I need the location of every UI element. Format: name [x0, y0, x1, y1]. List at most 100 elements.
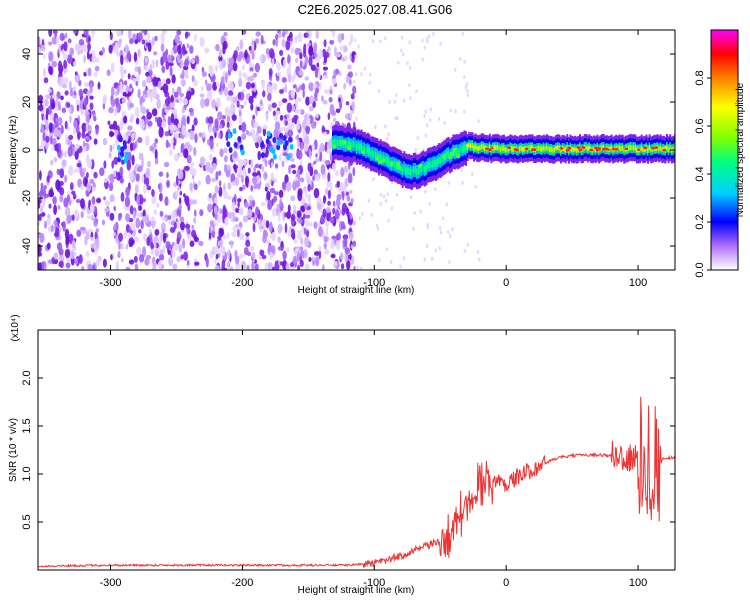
heatmap-cell [648, 145, 651, 151]
heatmap-cell [89, 95, 94, 100]
heatmap-cell [327, 172, 331, 182]
heatmap-cell [397, 60, 400, 65]
heatmap-cell [292, 169, 297, 175]
heatmap-cell [334, 52, 340, 57]
heatmap-cell [125, 84, 129, 94]
heatmap-cell [266, 190, 271, 201]
heatmap-cell [95, 57, 100, 63]
heatmap-cell [113, 223, 117, 231]
heatmap-cell [298, 218, 303, 224]
heatmap-cell [186, 228, 191, 235]
heatmap-cell [238, 115, 243, 125]
heatmap-cell [284, 212, 287, 218]
heatmap-cell [61, 107, 67, 114]
heatmap-cell [167, 54, 172, 62]
heatmap-cell [421, 57, 424, 62]
heatmap-cell [529, 145, 532, 151]
heatmap-cell [228, 147, 233, 153]
heatmap-cell [38, 36, 41, 46]
heatmap-cell [226, 122, 230, 128]
heatmap-cell [305, 172, 309, 181]
heatmap-cell [215, 97, 221, 109]
heatmap-cell [341, 191, 345, 201]
heatmap-cell [255, 206, 260, 216]
heatmap-cell [65, 236, 70, 246]
heatmap-cell [193, 183, 198, 191]
snr-x-tick-label: -300 [100, 577, 122, 589]
heatmap-cell [314, 251, 320, 256]
heatmap-cell [597, 147, 602, 150]
heatmap-cell [384, 198, 388, 203]
heatmap-cell [227, 260, 230, 270]
heatmap-cell [124, 114, 127, 124]
heatmap-cell [411, 169, 414, 176]
heatmap-cell [222, 44, 226, 55]
heatmap-cell [503, 145, 505, 151]
heatmap-cell [133, 51, 138, 62]
heatmap-cell [265, 239, 270, 245]
heatmap-cell [341, 207, 346, 216]
heatmap-cell [373, 151, 376, 158]
heatmap-cell [409, 96, 412, 101]
heatmap-cell [154, 243, 157, 249]
heatmap-cell [558, 145, 561, 151]
heatmap-cell [78, 39, 85, 46]
heatmap-cell [171, 74, 176, 84]
heatmap-cell [176, 86, 182, 95]
heatmap-cell [53, 232, 59, 238]
heatmap-cell [63, 53, 68, 61]
heatmap-cell [438, 246, 441, 251]
heatmap-cell [308, 46, 314, 57]
heatmap-cell [363, 66, 367, 71]
heatmap-cell [409, 168, 412, 176]
heatmap-cell [397, 163, 399, 170]
heatmap-cell [119, 166, 124, 176]
heatmap-cell [576, 146, 582, 149]
heatmap-cell [336, 194, 342, 201]
heatmap-cell [423, 257, 426, 262]
heatmap-cell [333, 260, 338, 267]
heatmap-cell [463, 75, 466, 79]
heatmap-cell [279, 198, 283, 208]
heatmap-cell [167, 215, 172, 221]
heatmap-cell [184, 31, 189, 39]
heatmap-cell [140, 219, 144, 230]
heatmap-cell [466, 145, 469, 150]
heatmap-cell [89, 102, 94, 111]
heatmap-cell [288, 62, 292, 70]
heatmap-cell [119, 150, 124, 157]
heatmap-cell [103, 196, 106, 201]
heatmap-cell [355, 144, 358, 151]
heatmap-cell [265, 138, 270, 145]
heatmap-cell [295, 123, 301, 130]
heatmap-cell [428, 34, 431, 39]
heatmap-cell [429, 118, 432, 122]
heatmap-cell [165, 78, 171, 85]
heatmap-cell [130, 222, 136, 231]
heatmap-cell [133, 236, 139, 243]
heatmap-cell [216, 142, 219, 148]
heatmap-cell [235, 255, 240, 265]
heatmap-cell [181, 106, 185, 114]
heatmap-cell [408, 40, 411, 45]
heatmap-cell [262, 127, 267, 137]
heatmap-cell [531, 145, 534, 151]
heatmap-cell [323, 89, 330, 94]
heatmap-cell [351, 142, 354, 150]
heatmap-cell [174, 132, 179, 140]
heatmap-cell [287, 54, 291, 65]
heatmap-cell [135, 117, 140, 125]
heatmap-cell [70, 182, 74, 191]
heatmap-cell [284, 140, 289, 147]
heatmap-cell [180, 221, 185, 231]
heatmap-cell [305, 222, 308, 228]
heatmap-cell [82, 167, 87, 173]
heatmap-cell [294, 109, 299, 114]
heatmap-cell [281, 38, 286, 48]
heatmap-cell [154, 158, 159, 165]
heatmap-cell [461, 146, 464, 153]
heatmap-cell [629, 144, 632, 150]
heatmap-cell [302, 128, 306, 140]
heatmap-cell [72, 214, 75, 222]
